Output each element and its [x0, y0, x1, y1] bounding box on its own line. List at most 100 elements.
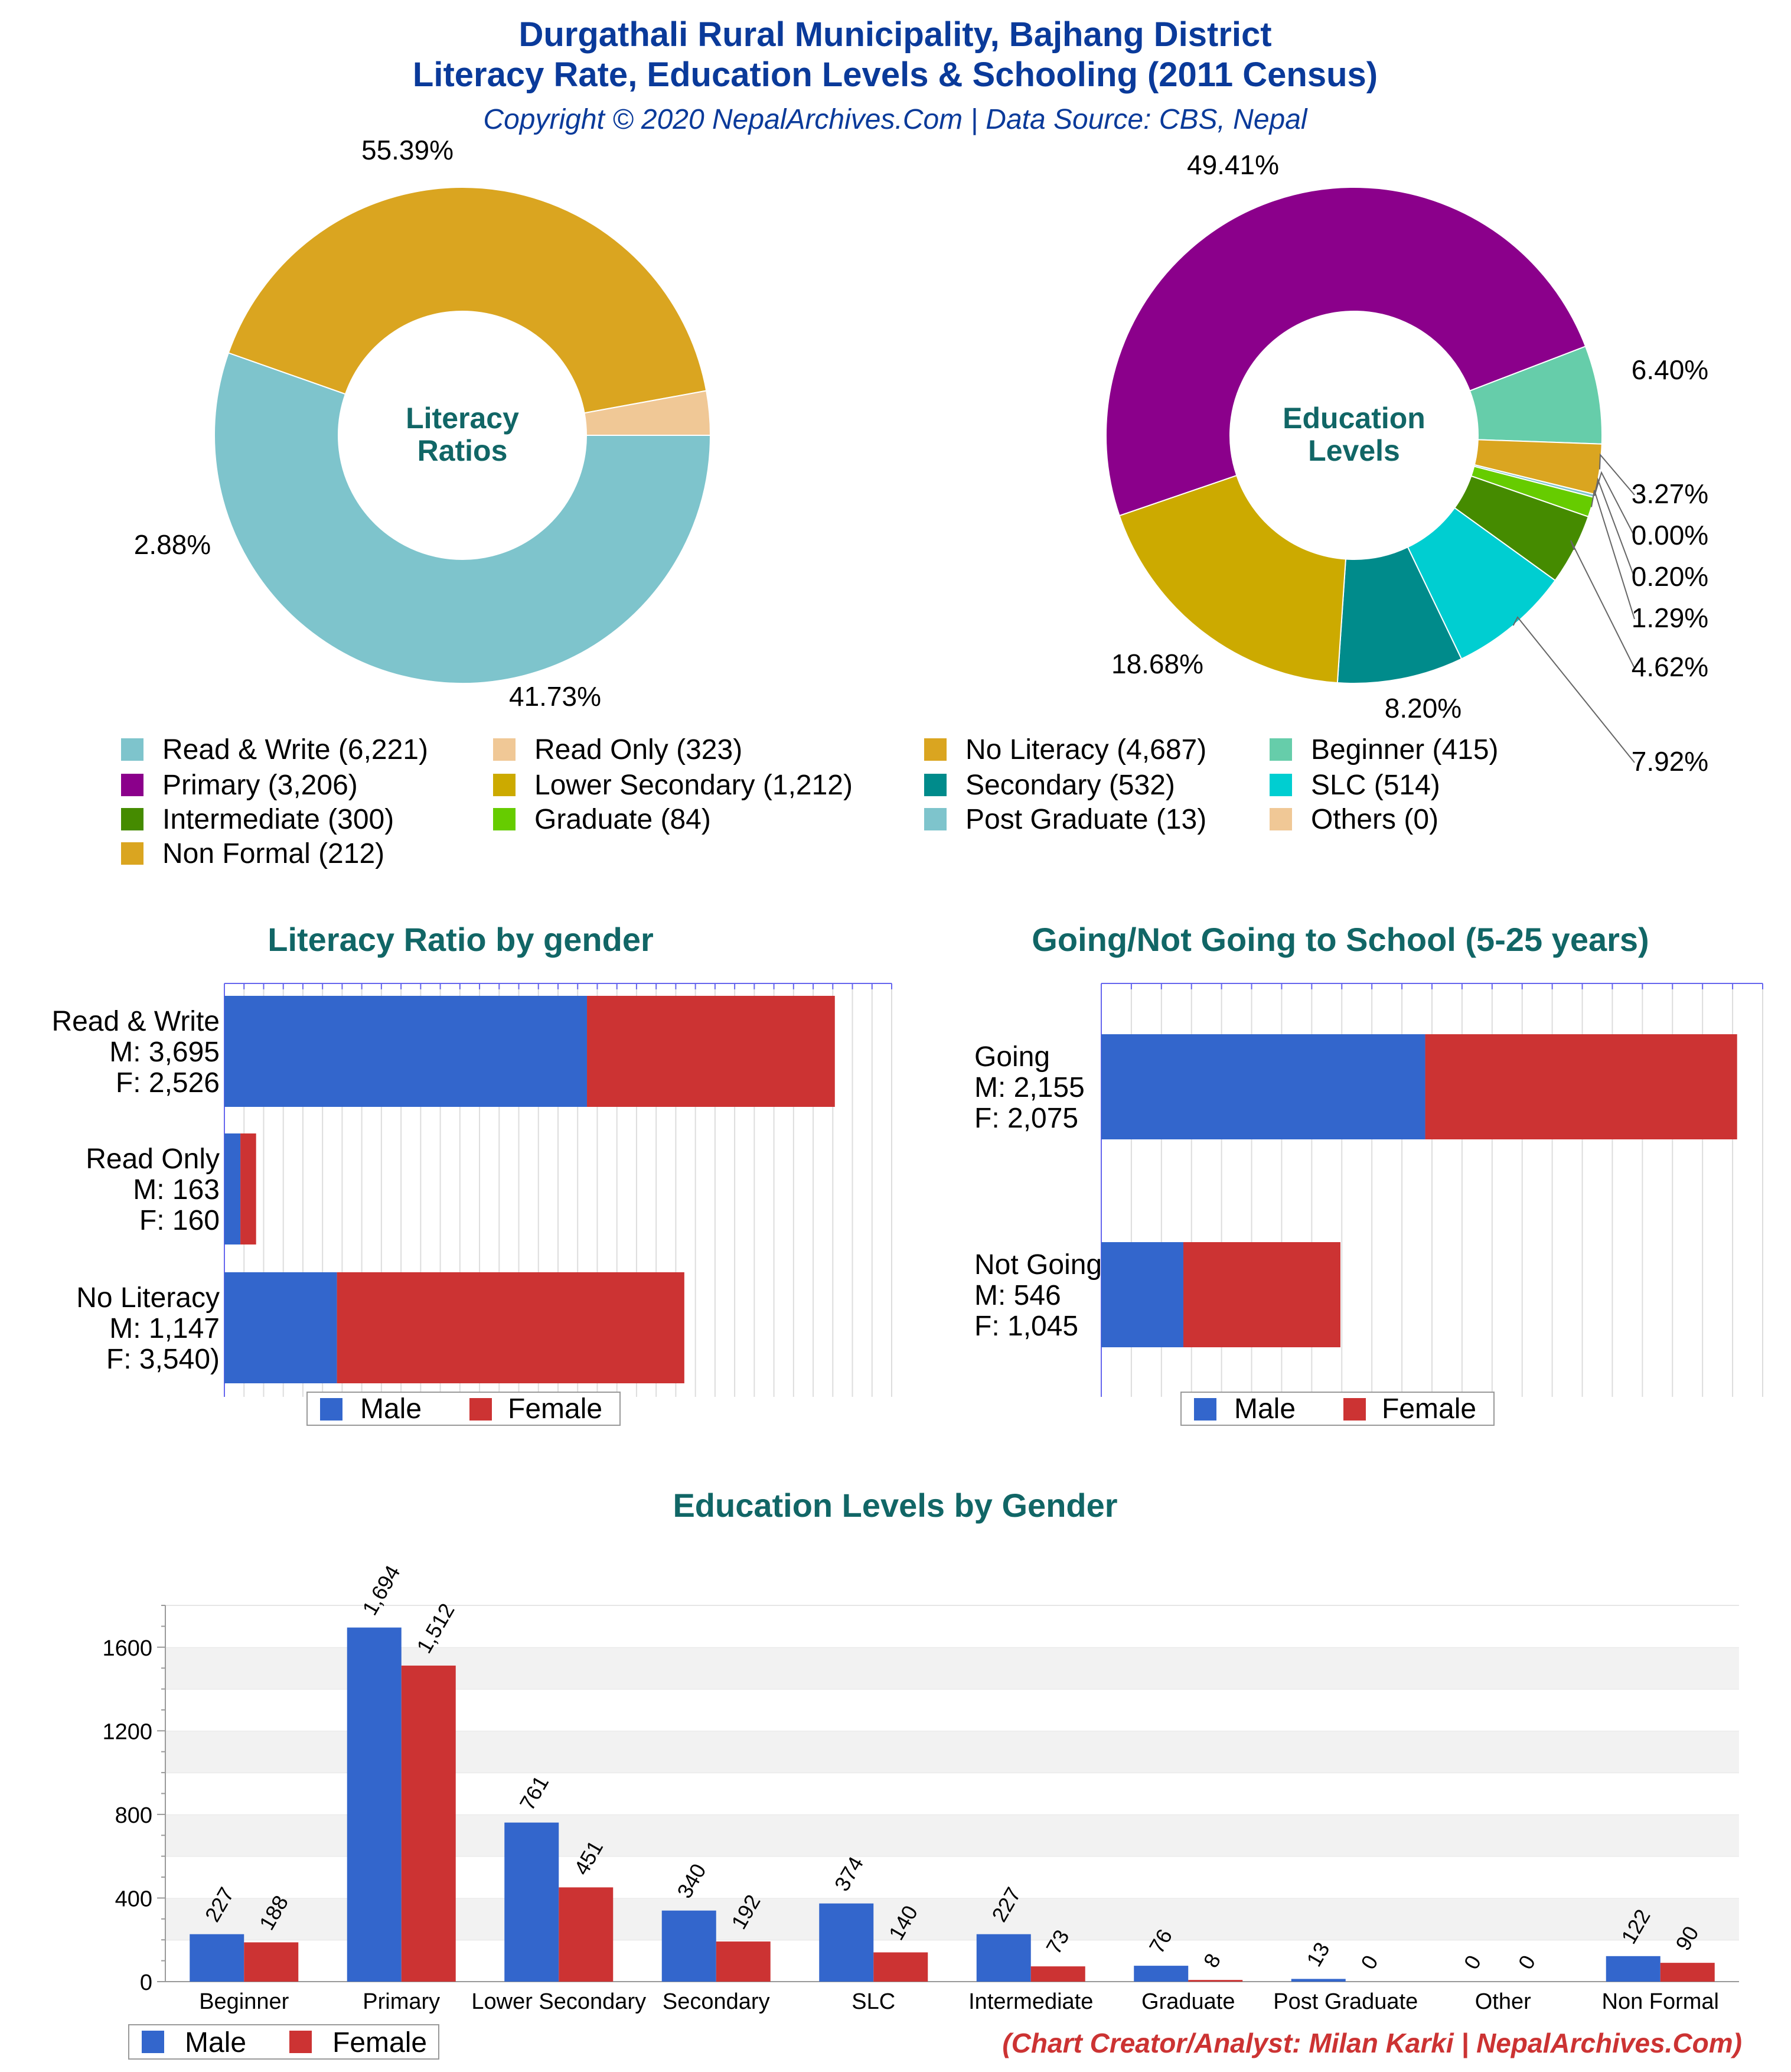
legend-swatch	[493, 808, 516, 830]
bar-category-label: Read & Write	[51, 1006, 220, 1037]
bar-male	[1134, 1966, 1189, 1982]
legend-item-label: Graduate (84)	[534, 804, 711, 835]
education-slice-lower-secondary	[1118, 474, 1346, 684]
education-slice-label: 7.92%	[1632, 746, 1708, 777]
bar-category-label: M: 2,155	[974, 1072, 1085, 1103]
bar-male	[224, 1272, 337, 1383]
legend-swatch-male	[320, 1398, 342, 1421]
x-category-label: Lower Secondary	[471, 1989, 646, 2014]
bar-category-label: F: 3,540)	[106, 1344, 220, 1375]
bar-female	[1660, 1963, 1715, 1982]
legend-swatch	[121, 842, 143, 865]
legend-swatch-female	[289, 2031, 312, 2053]
legend-swatch-male	[1194, 1398, 1216, 1421]
bar-female	[401, 1665, 456, 1982]
x-category-label: Post Graduate	[1273, 1989, 1418, 2014]
legend-swatch	[121, 774, 143, 796]
legend-item-label: No Literacy (4,687)	[965, 734, 1206, 765]
legend-item-label: Intermediate (300)	[162, 804, 394, 835]
bar-male	[1101, 1034, 1425, 1139]
bar-category-label: Read Only	[86, 1143, 220, 1175]
education-slice-leader-line	[1591, 490, 1635, 620]
legend-swatch	[1270, 774, 1292, 796]
bar-female	[244, 1942, 299, 1982]
bar-male	[347, 1627, 402, 1982]
bar-female	[587, 996, 835, 1107]
x-category-label: Primary	[363, 1989, 440, 2014]
legend-swatch	[924, 738, 947, 761]
bar-female	[240, 1133, 256, 1244]
legend-item-label: Read Only (323)	[534, 734, 742, 765]
legend-label-female: Female	[1382, 1393, 1476, 1425]
bar-category-label: Going	[974, 1041, 1050, 1073]
legend-swatch-male	[142, 2031, 164, 2053]
bar-female	[1425, 1034, 1737, 1139]
legend-item-label: Post Graduate (13)	[965, 804, 1206, 835]
legend-swatch	[1270, 808, 1292, 830]
education-gender-title: Education Levels by Gender	[673, 1487, 1117, 1524]
education-slice-leader-line	[1512, 616, 1635, 763]
legend-swatch	[121, 808, 143, 830]
literacy-slice-no-literacy	[227, 187, 707, 414]
x-category-label: Non Formal	[1602, 1989, 1720, 2014]
main-title-line1: Durgathali Rural Municipality, Bajhang D…	[518, 15, 1271, 54]
legend-item-label: Beginner (415)	[1311, 734, 1499, 765]
y-tick-label: 0	[140, 1970, 152, 1995]
bar-male	[190, 1934, 244, 1982]
bar-category-label: M: 546	[974, 1280, 1061, 1311]
education-slice-leader-line	[1594, 477, 1635, 578]
legend-box	[306, 1392, 621, 1426]
education-slice-label: 8.20%	[1385, 693, 1461, 724]
literacy-donut-center-line2: Ratios	[417, 434, 508, 467]
education-slice-label: 0.00%	[1632, 520, 1708, 550]
legend-swatch-female	[1343, 1398, 1366, 1421]
bar-category-label: M: 1,147	[109, 1313, 220, 1344]
literacy-slice-label: 41.73%	[509, 681, 601, 712]
bar-male	[1101, 1242, 1183, 1347]
bar-female	[1183, 1242, 1340, 1347]
y-tick-label: 1600	[102, 1636, 152, 1661]
bar-male	[224, 996, 588, 1107]
legend-swatch-female	[469, 1398, 492, 1421]
x-category-label: Graduate	[1141, 1989, 1235, 2014]
legend-item-label: Read & Write (6,221)	[162, 734, 428, 765]
main-title-line2: Literacy Rate, Education Levels & School…	[413, 56, 1378, 94]
x-category-label: Other	[1475, 1989, 1531, 2014]
education-slice-label: 0.20%	[1632, 561, 1708, 592]
bar-category-label: F: 2,075	[974, 1103, 1078, 1134]
legend-label-male: Male	[1234, 1393, 1296, 1425]
education-donut-center-line1: Education	[1283, 402, 1425, 435]
education-slice-leader-line	[1570, 540, 1635, 669]
legend-label-female: Female	[332, 2027, 427, 2058]
legend-label-male: Male	[185, 2027, 246, 2058]
bar-category-label: M: 3,695	[109, 1037, 220, 1068]
x-category-label: Secondary	[663, 1989, 770, 2014]
education-donut-center-line2: Levels	[1308, 434, 1400, 467]
literacy-slice-read-only	[583, 390, 712, 436]
footer-credit: (Chart Creator/Analyst: Milan Karki | Ne…	[1002, 2028, 1742, 2058]
education-slice-primary	[1105, 186, 1587, 517]
bar-male	[1291, 1979, 1346, 1982]
school-title: Going/Not Going to School (5-25 years)	[1032, 921, 1649, 958]
legend-swatch	[924, 808, 947, 830]
bar-female	[873, 1952, 928, 1982]
bar-category-label: Not Going	[974, 1249, 1102, 1281]
education-slice-leader-line	[1599, 453, 1635, 496]
legend-swatch	[121, 738, 143, 761]
bar-male	[224, 1133, 241, 1244]
education-slice-label: 1.29%	[1632, 602, 1708, 633]
y-tick-label: 1200	[102, 1719, 152, 1744]
bar-category-label: M: 163	[133, 1174, 220, 1206]
bar-category-label: F: 1,045	[974, 1311, 1078, 1342]
subtitle: Copyright © 2020 NepalArchives.Com | Dat…	[483, 104, 1307, 135]
x-category-label: SLC	[852, 1989, 895, 2014]
bar-female	[716, 1941, 771, 1982]
education-donut-chart: 49.41% 6.40% 3.27% 0.00% 0.20% 1.29% 4.62% 7.92…	[1105, 149, 1708, 777]
education-slice-label: 3.27%	[1632, 478, 1708, 509]
bar-male	[976, 1934, 1031, 1982]
literacy-slice-label: 2.88%	[134, 529, 211, 560]
